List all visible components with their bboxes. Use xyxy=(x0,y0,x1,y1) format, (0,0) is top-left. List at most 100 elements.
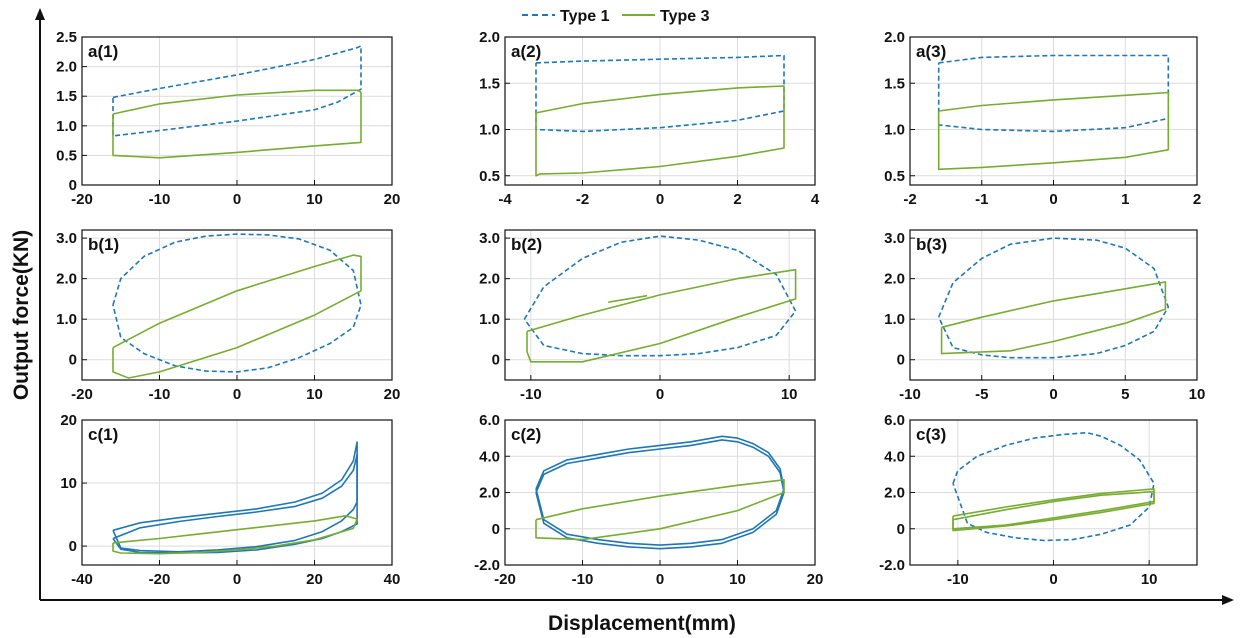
x-tick-label: 20 xyxy=(807,571,824,588)
series-line-type-1 xyxy=(112,45,362,137)
panel-a2: -4 -2 0 2 4 0.5 1.0 1.5 2.0 a(2) xyxy=(479,29,820,208)
x-tick-label: -20 xyxy=(494,571,516,588)
y-tick-label: 1.0 xyxy=(884,311,905,328)
y-tick-label: 4.0 xyxy=(479,448,500,465)
series-line-type-3 xyxy=(535,85,785,177)
legend: Type 1 Type 3 xyxy=(522,8,710,25)
x-tick-label: -2 xyxy=(903,191,916,208)
outer-axes xyxy=(35,8,1234,605)
x-tick-label: -10 xyxy=(520,386,542,403)
x-tick-label: -4 xyxy=(498,191,512,208)
series-line-type-3 xyxy=(535,478,785,541)
y-tick-label: -2.0 xyxy=(879,557,905,574)
series-line-type-1 xyxy=(535,54,785,133)
series-line-type-1 xyxy=(937,237,1170,359)
x-tick-label: 20 xyxy=(384,191,401,208)
x-tick-label: -2 xyxy=(576,191,589,208)
y-tick-label: 0.5 xyxy=(479,168,500,185)
series-group xyxy=(937,237,1170,359)
series-group xyxy=(535,435,785,550)
panel-a3: -2 -1 0 1 2 0.5 1.0 1.5 2.0 a(3) xyxy=(884,29,1201,208)
legend-label-type3: Type 3 xyxy=(660,8,710,25)
y-tick-label: 2.0 xyxy=(884,271,905,288)
y-tick-label: 0 xyxy=(69,538,77,555)
x-tick-label: 10 xyxy=(729,571,746,588)
x-tick-label: 0 xyxy=(656,191,664,208)
x-tick-label: 40 xyxy=(384,571,401,588)
y-tick-label: 4.0 xyxy=(884,448,905,465)
panel-c3: -10 0 10 -2.0 0 2.0 4.0 6.0 c(3) xyxy=(879,412,1198,588)
x-tick-label: 10 xyxy=(306,386,323,403)
series-group xyxy=(952,431,1155,542)
x-tick-label: 0 xyxy=(656,571,664,588)
panel-title: b(2) xyxy=(511,235,542,254)
x-tick-label: -20 xyxy=(149,571,171,588)
panel-title: c(3) xyxy=(916,425,946,444)
series-line-type-1 xyxy=(535,439,785,550)
x-tick-label: 0 xyxy=(233,571,241,588)
series-group xyxy=(112,233,362,379)
plot-frame xyxy=(909,36,1198,186)
x-tick-label: -5 xyxy=(975,386,988,403)
plot-frame xyxy=(81,229,393,381)
series-line-type-3 xyxy=(952,490,1155,530)
y-tick-label: 0.5 xyxy=(884,168,905,185)
x-tick-label: 0 xyxy=(1049,571,1057,588)
x-tick-label: 20 xyxy=(306,571,323,588)
x-tick-label: 2 xyxy=(1193,191,1201,208)
series-line-type-3 xyxy=(952,488,1155,532)
series-line-type-3 xyxy=(112,514,358,555)
y-tick-label: 2.0 xyxy=(56,271,77,288)
y-tick-label: 0 xyxy=(69,177,77,194)
y-tick-label: 0 xyxy=(897,521,905,538)
x-tick-label: 20 xyxy=(384,386,401,403)
y-tick-label: 1.0 xyxy=(56,118,77,135)
panel-c1: -40 -20 0 20 40 0 10 20 c(1) xyxy=(60,412,400,588)
y-tick-label: 1.0 xyxy=(56,311,77,328)
y-tick-label: 6.0 xyxy=(884,412,905,429)
x-tick-label: -10 xyxy=(899,386,921,403)
x-tick-label: 0 xyxy=(233,386,241,403)
x-tick-label: -40 xyxy=(71,571,93,588)
x-axis-label: Displacement(mm) xyxy=(548,612,736,635)
y-tick-label: 3.0 xyxy=(479,230,500,247)
x-tick-label: 0 xyxy=(233,191,241,208)
series-line-type-3 xyxy=(526,268,797,363)
panel-title: a(3) xyxy=(916,42,946,61)
plot-frame xyxy=(504,229,816,381)
series-group xyxy=(535,54,785,177)
x-tick-label: -10 xyxy=(572,571,594,588)
y-tick-label: 2.0 xyxy=(479,485,500,502)
series-line-type-1 xyxy=(535,435,785,546)
series-group xyxy=(937,54,1170,171)
series-group xyxy=(112,441,358,555)
y-tick-label: 2.0 xyxy=(884,485,905,502)
series-group xyxy=(523,235,797,363)
panel-a1: -20 -10 0 10 20 0 0.5 1.0 1.5 2.0 2.5 a(1) xyxy=(56,29,400,208)
series-group xyxy=(112,45,362,159)
plot-frame xyxy=(81,36,393,186)
x-tick-label: 1 xyxy=(1121,191,1129,208)
x-tick-label: 2 xyxy=(733,191,741,208)
series-line-type-1 xyxy=(952,431,1155,542)
y-tick-label: 3.0 xyxy=(56,230,77,247)
y-tick-label: 2.0 xyxy=(479,271,500,288)
x-tick-label: -20 xyxy=(71,191,93,208)
panel-title: b(3) xyxy=(916,235,947,254)
x-tick-label: 0 xyxy=(1049,191,1057,208)
y-axis-label: Output force(KN) xyxy=(10,230,33,400)
plot-frame xyxy=(504,419,816,566)
y-tick-label: 1.5 xyxy=(56,88,77,105)
y-tick-label: 1.5 xyxy=(479,75,500,92)
panel-title: a(1) xyxy=(88,42,118,61)
series-line-type-3 xyxy=(112,89,362,159)
y-tick-label: 2.0 xyxy=(479,29,500,46)
legend-label-type1: Type 1 xyxy=(560,8,610,25)
y-tick-label: 0 xyxy=(492,521,500,538)
panel-c2: -20 -10 0 10 20 -2.0 0 2.0 4.0 6.0 c(2) xyxy=(474,412,823,588)
series-line-type-3 xyxy=(940,281,1167,355)
x-tick-label: 10 xyxy=(306,191,323,208)
panel-b2: -10 0 10 0 1.0 2.0 3.0 b(2) xyxy=(479,229,816,403)
